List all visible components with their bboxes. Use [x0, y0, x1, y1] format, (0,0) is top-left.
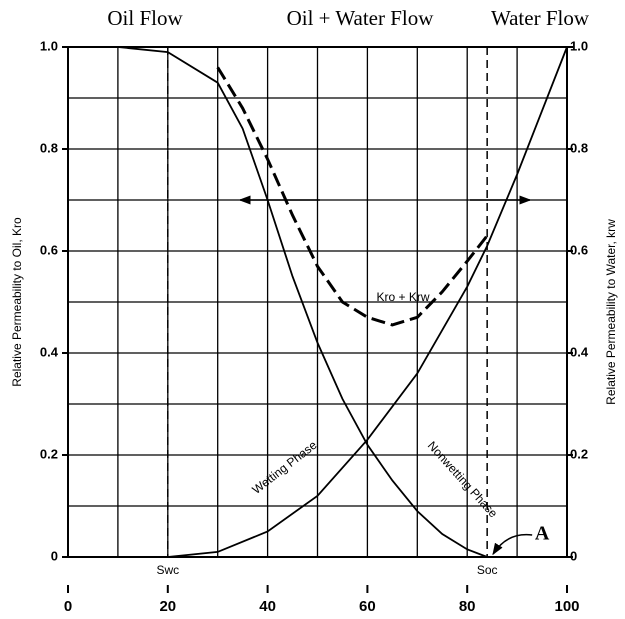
series-line: [68, 46, 488, 558]
y-tick-label: 0.6: [40, 242, 58, 257]
series-line: [216, 66, 489, 327]
curve-label: Wetting Phase: [250, 438, 320, 497]
y-tick-label: 0.2: [40, 446, 58, 461]
marker-label: Swc: [156, 563, 179, 577]
y-tick-label: 0: [51, 548, 58, 563]
x-tick-label: 40: [259, 598, 276, 615]
x-tick-label: 20: [159, 598, 176, 615]
region-title: Water Flow: [491, 6, 590, 30]
y-tick-label: 0.8: [40, 140, 58, 155]
y-tick-label: 0.4: [40, 344, 59, 359]
y2-tick-label: 0.4: [570, 344, 589, 359]
point-label: A: [535, 523, 550, 545]
marker-label: Soc: [477, 563, 498, 577]
y-tick-label: 1.0: [40, 38, 58, 53]
y2-axis-label: Relative Permeability to Water, krw: [604, 219, 618, 405]
y2-tick-label: 0.2: [570, 446, 588, 461]
y2-tick-label: 0: [570, 548, 577, 563]
series-line: [167, 46, 568, 558]
point-arrow: [492, 533, 533, 556]
curve-label: Nonwetting Phase: [425, 439, 501, 521]
y-axis-label: Relative Permeability to Oil, Kro: [10, 217, 24, 387]
y2-tick-label: 0.6: [570, 242, 588, 257]
y2-tick-label: 0.8: [570, 140, 588, 155]
plot-frame: [67, 46, 568, 558]
x-tick-label: 0: [64, 598, 72, 615]
y2-tick-label: 1.0: [570, 38, 588, 53]
x-tick-label: 60: [359, 598, 376, 615]
x-tick-label: 80: [459, 598, 476, 615]
region-title: Oil + Water Flow: [287, 6, 435, 30]
curve-label: Kro + Krw: [376, 290, 429, 304]
region-title: Oil Flow: [107, 6, 183, 30]
x-tick-label: 100: [554, 598, 579, 615]
